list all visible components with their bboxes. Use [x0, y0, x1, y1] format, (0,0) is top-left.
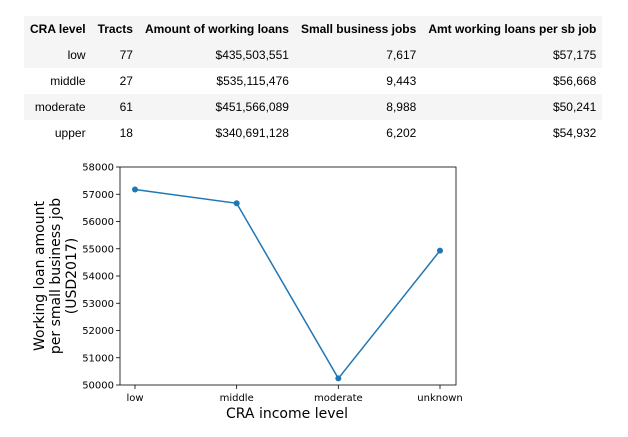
column-header: Small business jobs — [294, 16, 423, 42]
table-cell: middle — [50, 74, 86, 88]
table-cell: $54,932 — [552, 126, 597, 140]
table-cell: $50,241 — [422, 94, 603, 120]
x-tick-label: middle — [220, 393, 254, 404]
data-point — [335, 375, 342, 382]
y-tick-label: 55000 — [82, 244, 114, 255]
plot-frame — [119, 166, 457, 386]
chart-svg: Working loan amount per small business jo… — [32, 163, 463, 423]
x-axis-label: CRA income level — [226, 406, 348, 422]
y-tick-label: 53000 — [82, 299, 114, 310]
table-header-row: CRA level Tracts Amount of working loans… — [24, 16, 603, 42]
table-cell: upper — [54, 126, 86, 140]
column-header: Tracts — [91, 16, 139, 42]
x-tick-label: moderate — [314, 393, 363, 404]
table-row: low 77 $435,503,551 7,617 $57,175 — [24, 42, 603, 68]
table-cell: moderate — [24, 94, 92, 120]
table-row: middle 27 $535,115,476 9,443 $56,668 — [24, 68, 602, 94]
column-header: Amount of working loans — [138, 16, 295, 42]
data-point — [132, 186, 138, 193]
y-axis-label-line: Working loan amount — [32, 201, 48, 351]
y-tick-label: 56000 — [82, 217, 114, 228]
table-cell: 27 — [119, 74, 133, 88]
y-tick-label: 51000 — [82, 353, 114, 364]
table-cell: 61 — [91, 94, 139, 120]
table-row: moderate 61 $451,566,089 8,988 $50,241 — [24, 94, 603, 120]
y-axis-label-lines: Working loan amount per small business jo… — [32, 198, 80, 354]
series-line — [134, 188, 441, 380]
y-tick-label: 54000 — [82, 272, 114, 283]
y-tick-label: 50000 — [82, 381, 114, 392]
table-cell: $535,115,476 — [216, 74, 289, 88]
data-point — [437, 247, 443, 254]
y-axis-label: Working loan amount per small business jo… — [32, 198, 80, 354]
data-point — [233, 200, 240, 207]
table-cell: 8,988 — [294, 94, 423, 120]
table-cell: 6,202 — [386, 126, 417, 140]
table-cell: 9,443 — [386, 74, 417, 88]
table-cell: low — [24, 42, 92, 68]
table-cell: $451,566,089 — [138, 94, 295, 120]
column-header: CRA level — [24, 16, 92, 42]
data-table: CRA level Tracts Amount of working loans… — [24, 16, 603, 146]
y-tick-label: 52000 — [82, 326, 114, 337]
y-tick-label: 58000 — [82, 163, 114, 174]
table-cell: $435,503,551 — [138, 42, 295, 68]
table-cell: 77 — [91, 42, 139, 68]
x-tick-label: low — [126, 393, 143, 404]
y-axis-label-line: (USD2017) — [64, 238, 80, 314]
table-cell: $57,175 — [422, 42, 603, 68]
table-cell: 18 — [119, 126, 133, 140]
table-cell: $56,668 — [552, 74, 597, 88]
x-tick-label: unknown — [417, 393, 462, 404]
y-axis-label-line: per small business job — [48, 198, 64, 354]
column-header: Amt working loans per sb job — [422, 16, 603, 42]
table-cell: $340,691,128 — [215, 126, 289, 140]
y-tick-label: 57000 — [82, 190, 114, 201]
line-chart: Working loan amount per small business jo… — [0, 150, 628, 437]
table-row: upper 18 $340,691,128 6,202 $54,932 — [24, 120, 602, 146]
plot-area: 50000 51000 52000 53000 54000 55000 56000 57000… — [82, 163, 463, 405]
table-cell: 7,617 — [294, 42, 423, 68]
